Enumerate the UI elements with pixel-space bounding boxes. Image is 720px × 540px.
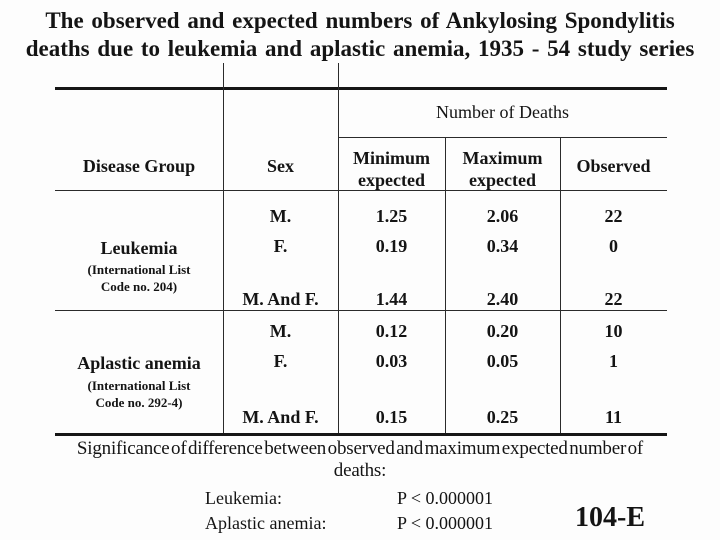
significance-pvalue-aplastic-anemia: P < 0.000001 [397,513,493,533]
header-sex: Sex [267,156,294,176]
cell-observed: 0 [609,236,618,256]
significance-note: Significance of difference between obser… [76,438,644,481]
cell-maximum-expected: 0.34 [486,236,519,256]
cell-minimum-expected: 0.19 [375,236,408,256]
cell-observed: 1 [609,351,618,371]
significance-label-aplastic-anemia: Aplastic anemia: [205,513,327,533]
page-title: The observed and expected numbers of Ank… [25,8,695,61]
column-rule-max-observed [560,137,561,433]
cell-maximum-expected: 0.05 [486,351,519,371]
column-rule-min-max [445,137,446,433]
header-observed: Observed [576,156,651,176]
deaths-header-underline [338,137,667,138]
group-name-leukemia: Leukemia [100,238,178,258]
table-row: M. 0.12 0.20 10 [0,320,720,344]
cell-observed: 11 [604,407,622,427]
cell-sex: F. [273,236,288,256]
group-name-aplastic-anemia: Aplastic anemia [77,353,201,373]
header-number-of-deaths: Number of Deaths [436,102,569,122]
cell-sex: F. [273,351,288,371]
cell-minimum-expected: 0.03 [375,351,408,371]
header-bottom-rule [55,190,667,191]
cell-maximum-expected: 0.20 [486,321,519,341]
group-code-leukemia: (International List Code no. 204) [87,262,191,294]
table-bottom-border [55,433,667,436]
cell-observed: 10 [604,321,623,341]
table-top-border [55,87,667,90]
cell-maximum-expected: 2.06 [486,206,519,226]
significance-pvalue-leukemia: P < 0.000001 [397,488,493,508]
cell-minimum-expected: 0.12 [375,321,408,341]
column-rule-sex-deaths [338,63,339,433]
significance-label-leukemia: Leukemia: [205,488,282,508]
cell-observed: 22 [604,289,623,309]
group-code-aplastic-anemia: (International List Code no. 292-4) [87,378,191,410]
cell-minimum-expected: 1.44 [375,289,408,309]
cell-maximum-expected: 2.40 [486,289,519,309]
cell-sex: M. And F. [242,289,319,309]
cell-sex: M. [269,321,292,341]
slide-number: 104-E [575,502,645,533]
table-row: F. 0.03 0.05 1 [0,350,720,374]
table-row: F. 0.19 0.34 0 [0,235,720,259]
header-maximum-expected: Maximum expected [462,148,543,190]
cell-maximum-expected: 0.25 [486,407,519,427]
column-rule-disease-sex [223,63,224,433]
cell-minimum-expected: 0.15 [375,407,408,427]
header-disease-group: Disease Group [82,156,196,176]
cell-observed: 22 [604,206,623,226]
table-row: M. 1.25 2.06 22 [0,205,720,229]
header-minimum-expected: Minimum expected [352,148,430,190]
table-row: M. And F. 0.15 0.25 11 [0,406,720,430]
cell-sex: M. And F. [242,407,319,427]
table-row: M. And F. 1.44 2.40 22 [0,288,720,312]
cell-sex: M. [269,206,292,226]
group-divider-rule [55,310,667,311]
cell-minimum-expected: 1.25 [375,206,408,226]
